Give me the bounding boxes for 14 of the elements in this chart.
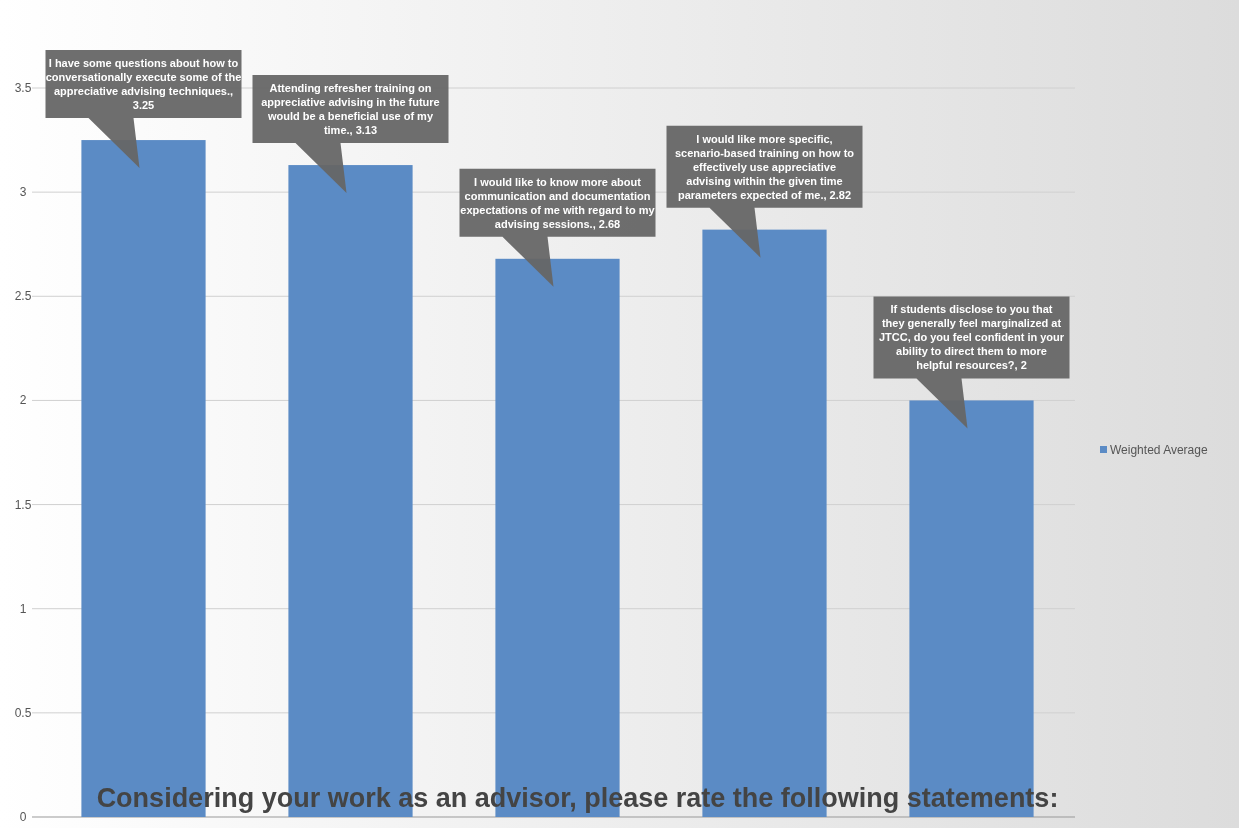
- data-label: I would like to know more about communication and documentation expectations of me with regard to my advising sessions., 2.68: [460, 175, 656, 230]
- legend-label: Weighted Average: [1110, 443, 1208, 457]
- y-tick-label: 1: [19, 601, 27, 616]
- data-label: Attending refresher training on appreciative advising in the future would be a beneficial use of my time., 3.13: [261, 82, 440, 137]
- y-tick-label: 1.5: [14, 497, 32, 512]
- y-tick-label: 2.5: [14, 289, 32, 304]
- y-tick-label: 2: [19, 393, 27, 408]
- y-tick-label: 3: [19, 185, 27, 200]
- y-tick-label: 3.5: [14, 81, 32, 95]
- data-label: If students disclose to you that they generally feel marginalized at JTCC, do you feel confident in your ability to direct them to more helpful resources?, 2: [878, 303, 1065, 372]
- data-label: I would like more specific, scenario-based training on how to effectively use appreciative advising within the given time parameters expected of me., 2.82: [674, 132, 855, 201]
- data-label: I have some questions about how to conversationally execute some of the appreciative advising techniques., 3.25: [45, 57, 242, 112]
- y-tick-label: 0.5: [14, 705, 32, 720]
- y-tick-label: 0: [19, 810, 27, 824]
